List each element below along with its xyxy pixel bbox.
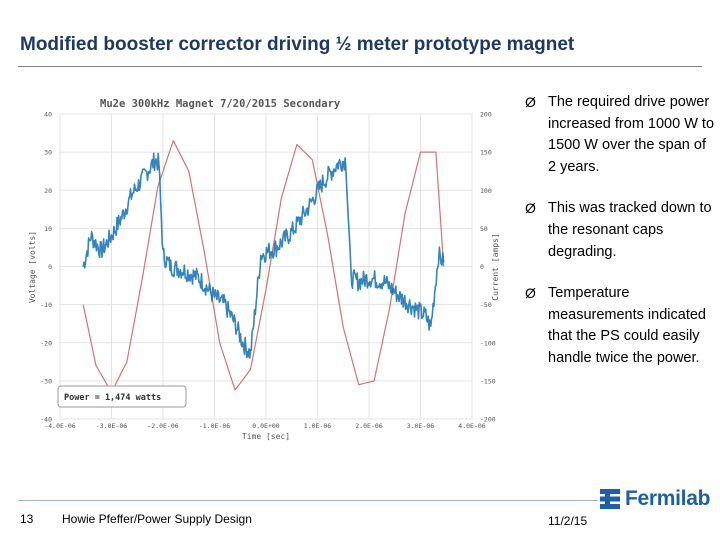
x-tick-label: 2.0E-06 xyxy=(355,422,382,430)
y-tick-label: 0 xyxy=(48,263,52,271)
footer-divider xyxy=(18,500,598,501)
y2-tick-label: -200 xyxy=(480,416,496,424)
y-tick-label: -20 xyxy=(40,339,52,347)
y-tick-label: 40 xyxy=(44,111,52,119)
x-tick-label: 4.0E-06 xyxy=(458,422,485,430)
bullet-item: Ø This was tracked down to the resonant … xyxy=(525,198,715,263)
bullet-item: Ø Temperature measurements indicated tha… xyxy=(525,283,715,369)
footer-date: 11/2/15 xyxy=(548,514,588,528)
arrow-bullet-icon: Ø xyxy=(525,94,536,110)
y-tick-label: -30 xyxy=(40,377,52,385)
title-divider xyxy=(18,66,702,67)
x-tick-label: -3.0E-06 xyxy=(96,422,127,430)
y2-axis-label: Current [amps] xyxy=(491,233,500,300)
arrow-bullet-icon: Ø xyxy=(525,200,536,217)
x-tick-label: -2.0E-06 xyxy=(147,422,178,430)
bullet-text: Temperature measurements indicated that … xyxy=(548,285,706,366)
bullet-text: The required drive power increased from … xyxy=(548,94,715,175)
tick-labels: -4.0E-06 -3.0E-06 -2.0E-06 -1.0E-06 0.0E+00 1… xyxy=(40,111,495,431)
y2-tick-label: 100 xyxy=(480,187,492,195)
y-tick-label: 20 xyxy=(44,187,52,195)
x-tick-label: 3.0E-06 xyxy=(407,422,434,430)
fermilab-logo: Fermilab xyxy=(598,487,710,511)
y2-tick-label: -100 xyxy=(480,339,496,347)
x-tick-label: -4.0E-06 xyxy=(44,422,75,430)
y-tick-label: 10 xyxy=(44,225,52,233)
bullet-list: Ø The required drive power increased fro… xyxy=(525,92,715,390)
voltage-trace xyxy=(82,152,445,359)
current-trace xyxy=(82,140,445,393)
y2-tick-label: 50 xyxy=(480,225,488,233)
scope-plot-svg: -4.0E-06 -3.0E-06 -2.0E-06 -1.0E-06 0.0E+00 1… xyxy=(26,92,500,442)
y2-tick-label: 200 xyxy=(480,111,492,119)
x-tick-label: 0.0E+00 xyxy=(252,422,279,430)
bullet-item: Ø The required drive power increased fro… xyxy=(525,92,715,178)
y2-tick-label: 150 xyxy=(480,149,492,157)
grid-lines xyxy=(59,113,473,420)
y2-tick-label: -50 xyxy=(480,301,492,309)
y-axis-label: Voltage [volts] xyxy=(28,231,37,303)
y-tick-label: 30 xyxy=(44,149,52,157)
x-axis-label: Time [sec] xyxy=(242,432,290,441)
chart-title: Mu2e 300kHz Magnet 7/20/2015 Secondary xyxy=(100,98,341,110)
y2-tick-label: -150 xyxy=(480,377,496,385)
power-annotation-box xyxy=(57,385,187,408)
y-tick-label: -10 xyxy=(40,301,52,309)
footer-author: Howie Pfeffer/Power Supply Design xyxy=(62,512,252,526)
traces xyxy=(82,140,445,393)
power-annotation: Power = 1,474 watts xyxy=(64,393,161,403)
page-number: 13 xyxy=(20,512,34,526)
bullet-text: This was tracked down to the resonant ca… xyxy=(548,200,712,260)
scope-plot: -4.0E-06 -3.0E-06 -2.0E-06 -1.0E-06 0.0E+00 1… xyxy=(26,92,500,442)
y2-tick-label: 0 xyxy=(480,263,484,271)
logo-text: Fermilab xyxy=(625,487,711,510)
y-tick-label: -40 xyxy=(40,416,52,424)
x-tick-label: 1.0E-06 xyxy=(304,422,331,430)
x-tick-label: -1.0E-06 xyxy=(199,422,230,430)
fermilab-logo-icon xyxy=(600,489,620,509)
arrow-bullet-icon: Ø xyxy=(525,285,536,302)
slide-title: Modified booster corrector driving ½ met… xyxy=(20,34,575,55)
